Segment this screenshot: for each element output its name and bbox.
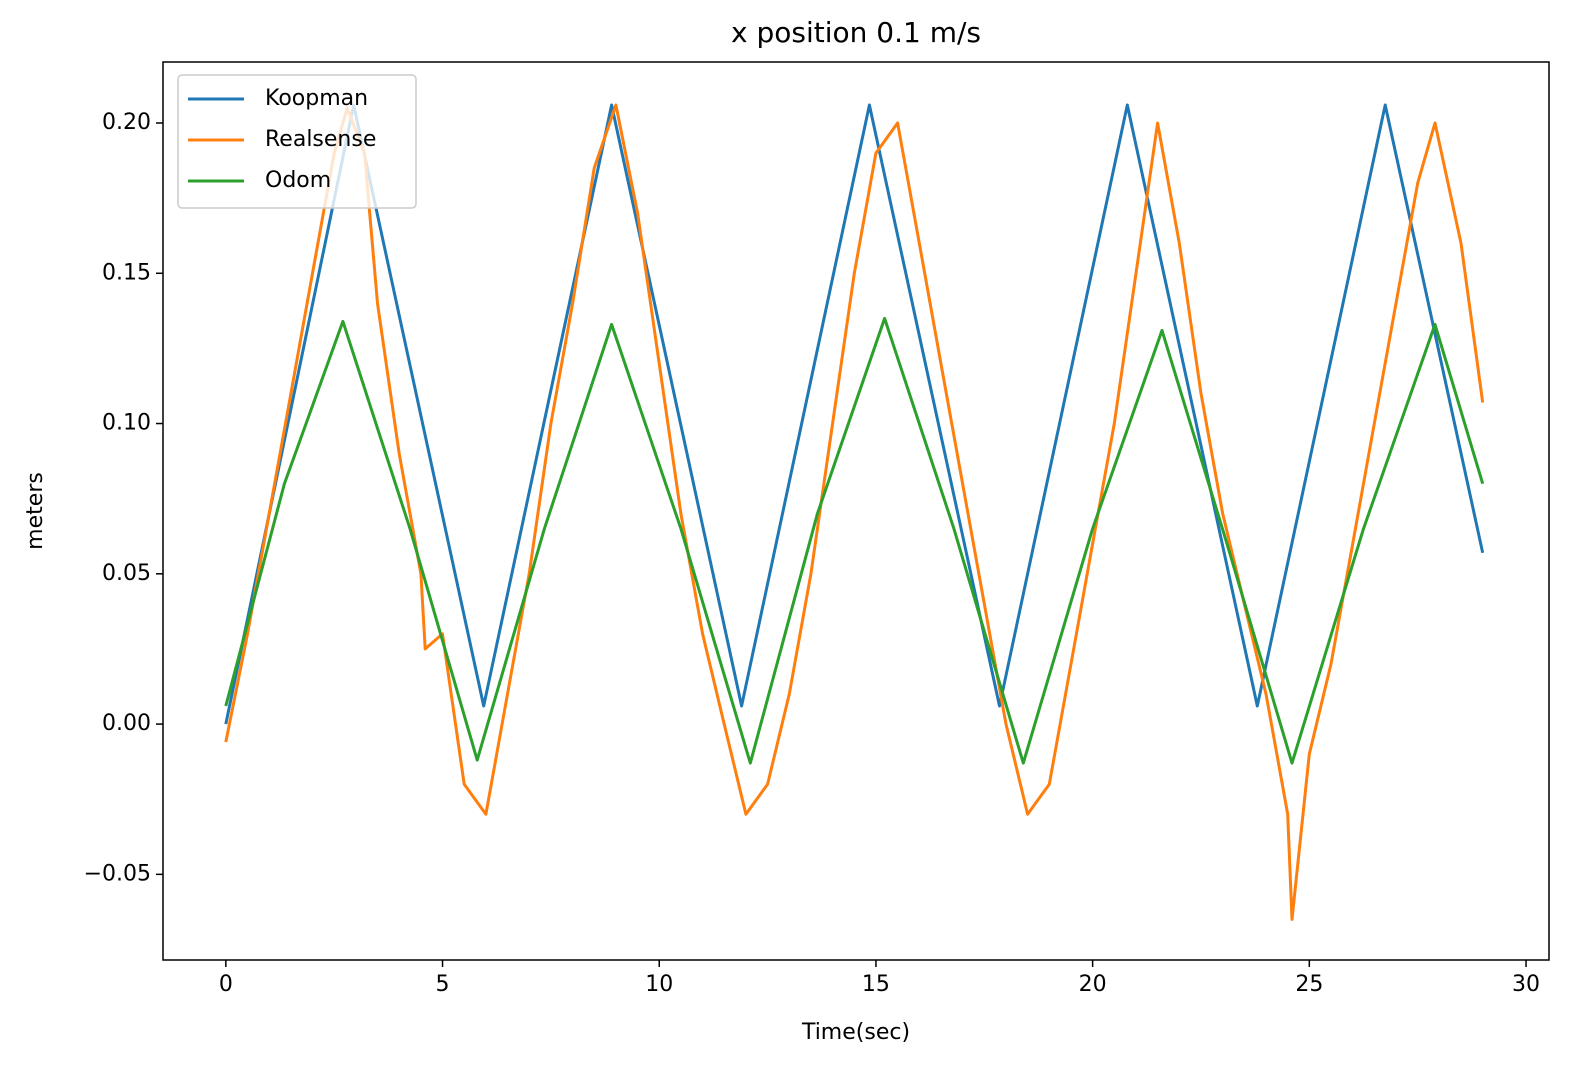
- y-tick-label: 0.00: [102, 711, 151, 736]
- x-axis-label: Time(sec): [801, 1020, 910, 1045]
- x-tick-label: 30: [1512, 972, 1540, 997]
- x-tick-label: 15: [862, 972, 890, 997]
- y-axis-label: meters: [23, 472, 48, 550]
- legend-label: Odom: [265, 168, 331, 193]
- x-tick-label: 25: [1295, 972, 1323, 997]
- y-tick-label: 0.10: [102, 411, 151, 436]
- axes-frame: [162, 61, 1550, 961]
- y-tick-label: −0.05: [84, 861, 151, 886]
- line-series: [224, 316, 1485, 765]
- chart-title: x position 0.1 m/s: [731, 16, 981, 49]
- y-tick-label: 0.20: [102, 110, 151, 135]
- legend-box: [177, 74, 417, 209]
- legend-label: Koopman: [265, 86, 368, 111]
- x-tick-label: 20: [1079, 972, 1107, 997]
- x-tick-label: 10: [645, 972, 673, 997]
- line-series: [224, 103, 1485, 725]
- x-tick-label: 0: [219, 972, 233, 997]
- x-tick-label: 5: [436, 972, 450, 997]
- legend-label: Realsense: [265, 127, 376, 152]
- y-tick-label: 0.05: [102, 561, 151, 586]
- line-series: [224, 103, 1485, 921]
- y-tick-label: 0.15: [102, 260, 151, 285]
